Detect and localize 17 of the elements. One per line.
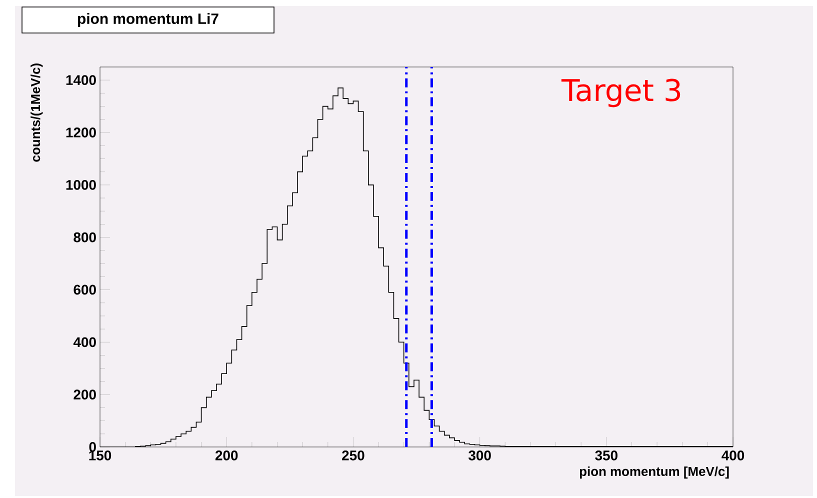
- x-tick-label: 400: [722, 450, 744, 460]
- x-tick-label: 200: [215, 450, 238, 460]
- x-tick-label: 300: [468, 450, 491, 460]
- y-tick-label: 400: [73, 337, 96, 348]
- y-tick-label: 600: [74, 284, 96, 295]
- x-tick-label: 350: [595, 450, 618, 460]
- y-tick-label: 800: [74, 232, 96, 242]
- y-tick-label: 200: [74, 390, 96, 400]
- y-tick-label: 1000: [66, 180, 96, 190]
- chart-title: pion momentum Li7: [78, 13, 218, 27]
- y-tick-label: 1200: [66, 128, 96, 138]
- y-tick-label: 1400: [66, 75, 96, 86]
- x-axis-title: pion momentum [MeV/c]: [580, 466, 729, 479]
- y-axis-title: counts/(1MeV/c): [30, 64, 43, 162]
- x-tick-label: 150: [89, 450, 112, 460]
- x-tick-label: 250: [342, 450, 364, 460]
- annotation: Target 3: [561, 78, 680, 108]
